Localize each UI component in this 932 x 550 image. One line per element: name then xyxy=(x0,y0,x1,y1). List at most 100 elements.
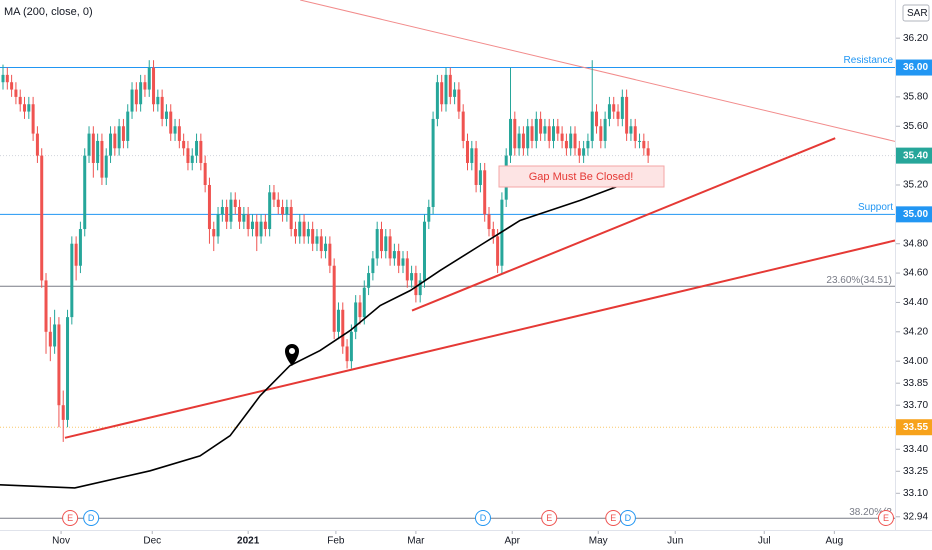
x-tick-label: Jun xyxy=(667,536,683,547)
event-marker xyxy=(541,510,558,526)
candle-body xyxy=(431,118,435,208)
candle-body xyxy=(126,111,130,141)
candle-body xyxy=(220,207,224,215)
y-tick-label: 33.85 xyxy=(903,378,928,389)
trend-line xyxy=(64,239,895,439)
candle-body xyxy=(358,302,362,318)
price-badge xyxy=(896,419,932,436)
candle-body xyxy=(599,126,603,141)
annotation-text: Gap Must Be Closed! xyxy=(529,171,634,183)
x-tick-label: Dec xyxy=(143,536,161,547)
y-tick-label: 33.40 xyxy=(903,444,928,455)
price-badge-label: 33.55 xyxy=(903,422,928,433)
candle-body xyxy=(371,258,375,274)
candle-body xyxy=(405,258,409,281)
candle-body xyxy=(461,111,465,141)
candle-body xyxy=(582,148,586,156)
candle-body xyxy=(74,243,78,266)
candle-body xyxy=(87,133,91,156)
candle-body xyxy=(109,133,113,156)
candle-body xyxy=(388,236,392,259)
candle-body xyxy=(156,96,160,105)
candle-body xyxy=(483,170,487,215)
candle-body xyxy=(152,67,156,105)
candle-body xyxy=(96,140,100,163)
candle-body xyxy=(302,221,306,237)
candle-body xyxy=(139,82,143,105)
candle-body xyxy=(229,199,233,222)
y-tick-label: 34.20 xyxy=(903,326,928,337)
candle-body xyxy=(113,133,117,149)
candle-body xyxy=(509,118,513,156)
candle-body xyxy=(100,140,104,178)
candle-body xyxy=(448,74,452,97)
candle-body xyxy=(513,118,517,149)
candle-body xyxy=(104,155,108,178)
candle-body xyxy=(414,273,418,296)
candle-body xyxy=(526,126,530,149)
candle-body xyxy=(642,140,646,149)
candle-body xyxy=(453,89,457,97)
candle-body xyxy=(319,236,323,252)
candle-body xyxy=(177,126,181,141)
candle-body xyxy=(478,170,482,185)
indicator-label: MA (200, close, 0) xyxy=(4,6,93,18)
x-tick-label: Apr xyxy=(504,536,520,547)
price-badge xyxy=(896,206,932,223)
candle-body xyxy=(18,96,22,105)
candle-body xyxy=(272,192,276,200)
x-tick-label: 2021 xyxy=(237,536,260,547)
candle-body xyxy=(496,236,500,266)
candle-body xyxy=(397,251,401,266)
candle-body xyxy=(216,214,220,237)
candle-body xyxy=(306,229,310,237)
x-tick-label: Jul xyxy=(758,536,771,547)
candle-body xyxy=(422,221,426,281)
candle-body xyxy=(564,140,568,149)
candle-body xyxy=(48,331,52,347)
candle-body xyxy=(328,243,332,266)
candle-body xyxy=(44,280,48,332)
candle-body xyxy=(577,148,581,156)
candle-body xyxy=(164,111,168,119)
candle-body xyxy=(207,184,211,230)
candle-body xyxy=(130,89,134,112)
candle-body xyxy=(143,82,147,90)
candle-body xyxy=(625,96,629,134)
candle-body xyxy=(457,89,461,112)
candle-body xyxy=(1,74,5,83)
y-tick-label: 33.10 xyxy=(903,488,928,499)
candle-body xyxy=(362,287,366,318)
candle-body xyxy=(491,229,495,237)
event-label: E xyxy=(883,513,889,523)
y-tick-label: 35.60 xyxy=(903,121,928,132)
candle-body xyxy=(70,243,74,318)
candle-body xyxy=(5,74,9,83)
candle-body xyxy=(517,133,521,149)
event-label: D xyxy=(625,513,632,523)
fib-label: 38.20%(3 xyxy=(849,507,892,518)
candle-body xyxy=(293,229,297,237)
candle-body xyxy=(444,74,448,105)
candle-body xyxy=(465,140,469,163)
candle-body xyxy=(616,111,620,119)
x-tick-label: Nov xyxy=(52,536,70,547)
candle-body xyxy=(435,82,439,119)
event-label: D xyxy=(88,513,95,523)
candle-body xyxy=(276,199,280,208)
x-tick-label: Aug xyxy=(825,536,843,547)
candle-body xyxy=(418,280,422,296)
candle-body xyxy=(595,111,599,127)
plot-area: 23.60%(34.51) 38.20%(3 Resistance Support Ga… xyxy=(0,0,895,519)
candle-body xyxy=(629,126,633,134)
event-label: E xyxy=(67,513,73,523)
candle-body xyxy=(543,126,547,134)
candle-body xyxy=(440,82,444,105)
candle-body xyxy=(255,221,259,237)
event-marker xyxy=(62,510,79,526)
candle-body xyxy=(238,207,242,222)
candle-body xyxy=(242,214,246,222)
price-axis: 36.20 35.80 35.60 35.20 34.80 34.60 34.40 34.20… xyxy=(896,33,932,522)
